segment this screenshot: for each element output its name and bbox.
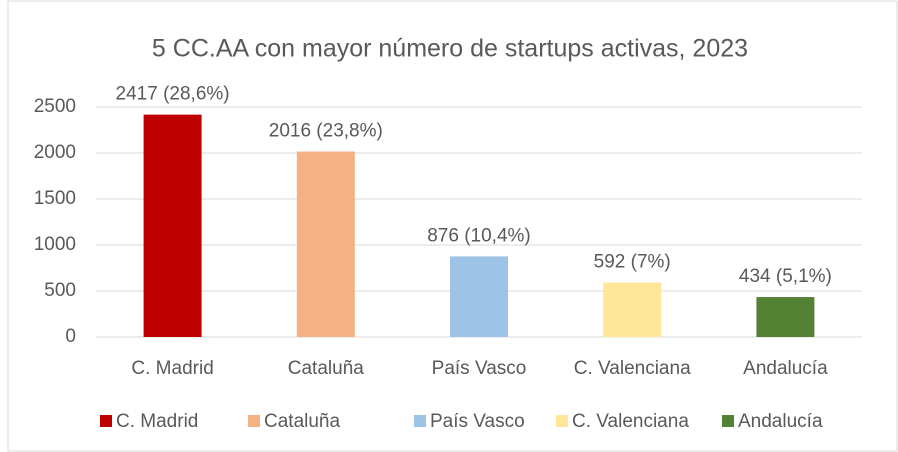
data-label: 592 (7%) — [594, 252, 671, 273]
legend-label: C. Madrid — [116, 411, 198, 432]
data-label: 434 (5,1%) — [739, 266, 832, 287]
x-tick-label: Andalucía — [743, 358, 828, 379]
bar — [756, 297, 815, 337]
legend-label: País Vasco — [430, 411, 525, 432]
chart-title: 5 CC.AA con mayor número de startups act… — [152, 35, 748, 63]
data-label: 2016 (23,8%) — [269, 121, 383, 142]
y-tick-label: 1000 — [34, 234, 76, 255]
legend-label: C. Valenciana — [572, 411, 689, 432]
data-label: 2417 (28,6%) — [116, 84, 230, 105]
legend-swatch — [248, 415, 260, 427]
y-tick-label: 2000 — [34, 142, 76, 163]
legend-swatch — [414, 415, 426, 427]
legend-swatch — [722, 415, 734, 427]
y-tick-label: 1500 — [34, 188, 76, 209]
x-tick-label: País Vasco — [432, 358, 527, 379]
legend-label: Cataluña — [264, 411, 340, 432]
bar — [450, 256, 508, 337]
legend-label: Andalucía — [738, 411, 823, 432]
x-tick-label: Cataluña — [288, 358, 364, 379]
y-tick-label: 0 — [65, 326, 76, 347]
bar — [296, 151, 355, 337]
bar — [603, 282, 662, 337]
legend-swatch — [100, 415, 112, 427]
x-tick-label: C. Valenciana — [574, 358, 691, 379]
x-tick-label: C. Madrid — [131, 358, 213, 379]
y-tick-label: 2500 — [34, 96, 76, 117]
data-label: 876 (10,4%) — [427, 225, 531, 246]
legend-swatch — [556, 415, 568, 427]
y-tick-label: 500 — [44, 280, 76, 301]
bar — [143, 114, 202, 337]
